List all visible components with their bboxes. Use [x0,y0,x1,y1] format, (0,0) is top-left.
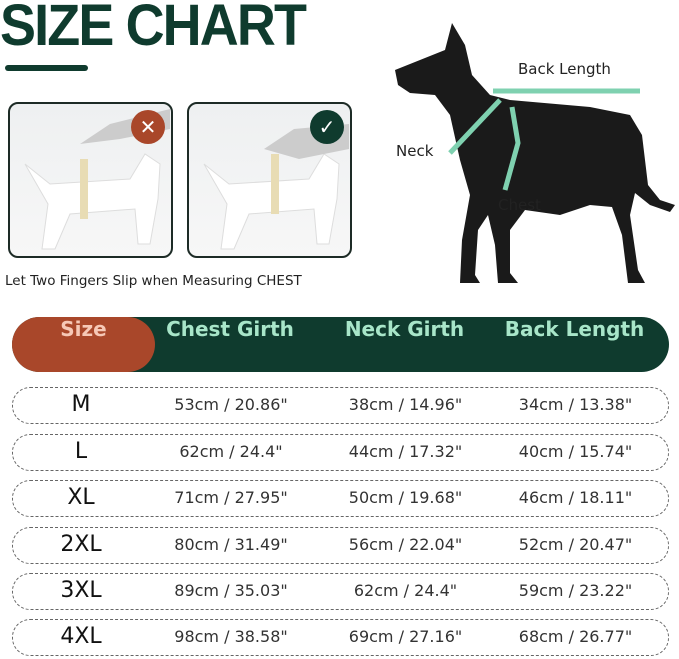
chest-girth-cell: 80cm / 31.49" [174,535,288,554]
back-length-cell: 34cm / 13.38" [518,395,633,414]
size-cell: 3XL [60,578,102,603]
neck-girth-cell: 69cm / 27.16" [348,627,463,646]
back-length-cell: 59cm / 23.22" [518,581,633,600]
table-row: M 53cm / 20.86" 38cm / 14.96" 34cm / 13.38" [12,387,669,424]
back-length-cell: 46cm / 18.11" [518,488,633,507]
photo-incorrect-measure: ✕ [8,102,173,258]
back-length-cell: 68cm / 26.77" [518,627,633,646]
header-size: Size [60,317,107,341]
title-underline [5,65,88,71]
neck-tape [448,98,502,155]
chest-girth-cell: 71cm / 27.95" [174,488,288,507]
table-header: Size Chest Girth Neck Girth Back Length [12,317,669,372]
neck-girth-cell: 56cm / 22.04" [348,535,463,554]
measuring-caption: Let Two Fingers Slip when Measuring CHES… [5,273,302,289]
header-back-length: Back Length [504,317,645,341]
back-length-label: Back Length [518,60,611,78]
table-row: L 62cm / 24.4" 44cm / 17.32" 40cm / 15.74" [12,434,669,471]
check-icon: ✓ [310,110,344,144]
header-neck-girth: Neck Girth [344,317,465,341]
neck-label: Neck [396,142,434,160]
table-row: 4XL 98cm / 38.58" 69cm / 27.16" 68cm / 26.7… [12,619,669,656]
size-cell: 4XL [60,624,102,649]
size-cell: 2XL [60,532,102,557]
dog-silhouette [395,23,675,283]
size-cell: M [71,392,91,417]
page-title: SIZE CHART [0,0,307,58]
chest-girth-cell: 62cm / 24.4" [179,442,283,461]
table-row: XL 71cm / 27.95" 50cm / 19.68" 46cm / 18.11… [12,480,669,517]
neck-girth-cell: 44cm / 17.32" [348,442,463,461]
table-row: 2XL 80cm / 31.49" 56cm / 22.04" 52cm / 20.4… [12,527,669,564]
size-cell: XL [67,485,95,510]
neck-girth-cell: 38cm / 14.96" [348,395,463,414]
chest-tape [502,106,521,191]
chest-girth-cell: 89cm / 35.03" [174,581,288,600]
chest-label: Chest [498,196,541,214]
neck-girth-cell: 62cm / 24.4" [353,581,458,600]
size-header-pill [12,317,155,372]
back-length-cell: 52cm / 20.47" [518,535,633,554]
x-icon: ✕ [131,110,165,144]
size-cell: L [74,439,88,464]
chest-girth-cell: 53cm / 20.86" [174,395,288,414]
dog-silhouette-diagram [395,23,675,283]
photo-correct-measure: ✓ [187,102,352,258]
header-chest-girth: Chest Girth [166,317,294,341]
back-length-cell: 40cm / 15.74" [518,442,633,461]
chest-girth-cell: 98cm / 38.58" [174,627,288,646]
neck-girth-cell: 50cm / 19.68" [348,488,463,507]
table-row: 3XL 89cm / 35.03" 62cm / 24.4" 59cm / 23.22… [12,573,669,610]
